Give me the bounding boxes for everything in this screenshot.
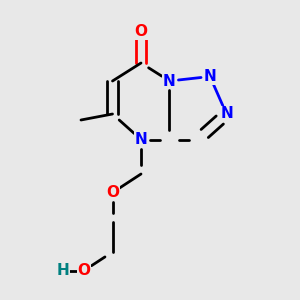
- Text: N: N: [204, 69, 216, 84]
- Text: N: N: [220, 106, 233, 122]
- Text: O: O: [134, 24, 148, 39]
- Text: O: O: [106, 185, 119, 200]
- Text: O: O: [77, 263, 91, 278]
- Text: N: N: [135, 132, 147, 147]
- Text: H: H: [57, 263, 69, 278]
- Text: N: N: [163, 74, 176, 88]
